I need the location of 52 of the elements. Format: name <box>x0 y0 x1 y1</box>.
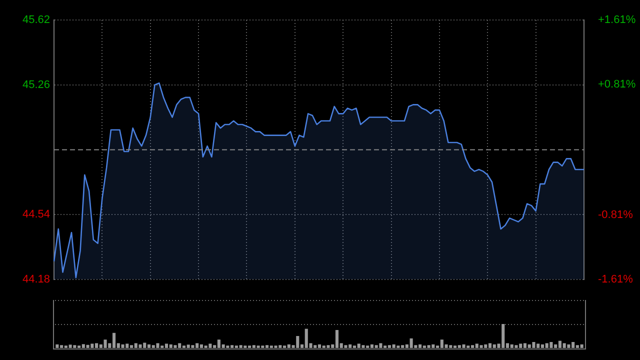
bar <box>156 343 160 348</box>
bar <box>239 345 242 348</box>
bar <box>523 343 527 348</box>
y-tick-label: 44.54 <box>22 208 50 221</box>
bar <box>514 345 518 348</box>
bar <box>480 345 483 348</box>
bar <box>186 344 190 348</box>
bar <box>357 344 360 348</box>
bar <box>112 332 116 348</box>
bar <box>432 344 435 348</box>
bar <box>335 330 339 348</box>
bar <box>374 345 378 348</box>
y-tick-label: 44.18 <box>22 273 50 286</box>
bar <box>90 344 94 348</box>
bar <box>208 344 212 348</box>
bar <box>164 344 168 348</box>
bar <box>392 344 396 348</box>
bar <box>68 344 72 348</box>
bar <box>278 345 282 348</box>
bar <box>562 343 566 348</box>
y-tick-label: 45.26 <box>22 78 50 91</box>
bar <box>138 344 142 348</box>
bar <box>427 345 430 348</box>
bar <box>550 342 553 348</box>
bar <box>470 345 474 348</box>
y2-tick-label: +0.81% <box>598 78 636 90</box>
bar <box>488 343 492 348</box>
bar <box>174 345 177 348</box>
bar <box>532 342 536 348</box>
bar <box>56 344 59 348</box>
y2-tick-label: +1.61% <box>598 14 636 26</box>
bar <box>86 344 90 348</box>
bar <box>104 340 107 348</box>
bar <box>567 344 570 348</box>
y-tick-label: 45.62 <box>22 14 50 26</box>
bar <box>379 343 382 348</box>
bar <box>580 344 584 348</box>
bar <box>147 344 151 348</box>
bar <box>362 345 365 348</box>
bar <box>73 345 76 348</box>
bar <box>462 344 466 348</box>
bar <box>130 345 134 348</box>
bar <box>410 338 413 348</box>
bar <box>344 345 348 348</box>
y2-tick-label: -1.61% <box>598 273 634 286</box>
bar <box>545 343 548 348</box>
bar <box>326 345 330 348</box>
bar <box>449 345 452 348</box>
y2-tick-label: -0.81% <box>598 208 634 221</box>
bar <box>318 344 322 348</box>
bar <box>121 344 124 348</box>
bar <box>191 345 194 348</box>
